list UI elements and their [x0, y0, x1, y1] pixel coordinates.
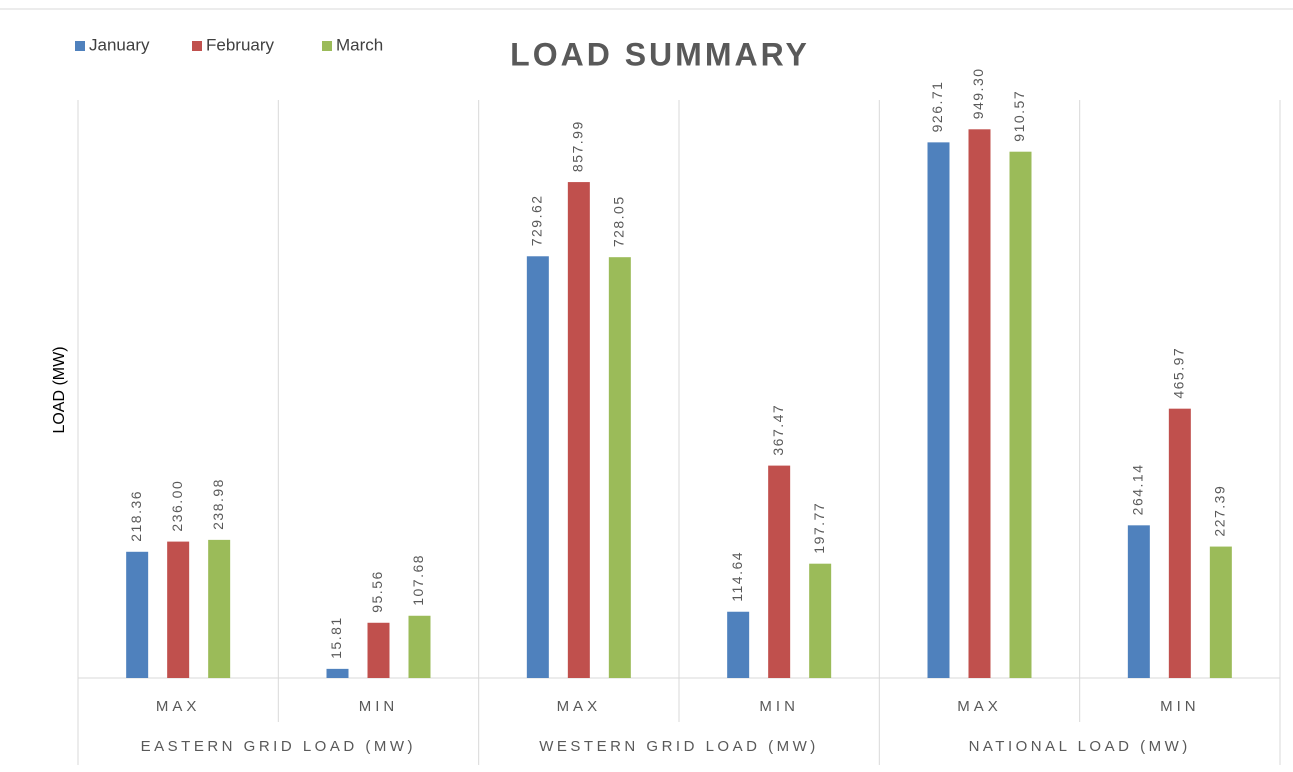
data-label: 367.47	[770, 404, 786, 456]
data-label: 728.05	[611, 195, 627, 247]
x-tick-label: MIN	[1160, 698, 1200, 715]
data-label: 107.68	[410, 554, 426, 606]
data-label: 238.98	[210, 478, 226, 530]
data-label: 197.77	[811, 502, 827, 554]
x-tick-label: MAX	[156, 698, 201, 715]
bar	[1209, 546, 1232, 678]
bar	[408, 615, 431, 678]
x-tick-label: MIN	[359, 698, 399, 715]
bar	[326, 668, 349, 678]
legend-swatch	[75, 41, 85, 51]
bar	[567, 182, 590, 678]
bar	[1009, 151, 1032, 678]
data-label: 236.00	[169, 480, 185, 532]
x-tick-label: MIN	[759, 698, 799, 715]
bar	[208, 539, 231, 678]
data-label: 218.36	[128, 490, 144, 542]
bar	[167, 541, 190, 678]
legend-swatch	[192, 41, 202, 51]
chart-title: LOAD SUMMARY	[510, 36, 810, 72]
y-axis-label: LOAD (MW)	[51, 346, 68, 433]
group-label: NATIONAL LOAD (MW)	[969, 738, 1191, 755]
bar	[768, 465, 791, 678]
group-label: EASTERN GRID LOAD (MW)	[141, 738, 416, 755]
bar	[1127, 525, 1150, 678]
legend-label: February	[206, 35, 275, 54]
bar	[809, 563, 832, 678]
data-label: 926.71	[929, 81, 945, 133]
bar	[1168, 408, 1191, 678]
bar	[126, 551, 149, 678]
data-label: 910.57	[1011, 90, 1027, 142]
data-label: 465.97	[1171, 347, 1187, 399]
legend-label: March	[336, 35, 383, 54]
data-label: 949.30	[970, 67, 986, 119]
legend-label: January	[89, 35, 150, 54]
x-tick-label: MAX	[957, 698, 1002, 715]
data-label: 729.62	[529, 194, 545, 246]
data-label: 15.81	[328, 616, 344, 659]
data-label: 227.39	[1212, 485, 1228, 537]
legend-swatch	[322, 41, 332, 51]
bar	[608, 257, 631, 678]
bar	[727, 611, 750, 678]
bar	[526, 256, 549, 678]
data-label: 114.64	[729, 551, 745, 602]
data-label: 264.14	[1130, 463, 1146, 515]
x-tick-label: MAX	[557, 698, 602, 715]
data-label: 857.99	[570, 120, 586, 172]
bar	[927, 142, 950, 678]
group-label: WESTERN GRID LOAD (MW)	[539, 738, 819, 755]
bar	[367, 622, 390, 678]
data-label: 95.56	[369, 570, 385, 613]
bar	[968, 129, 991, 679]
